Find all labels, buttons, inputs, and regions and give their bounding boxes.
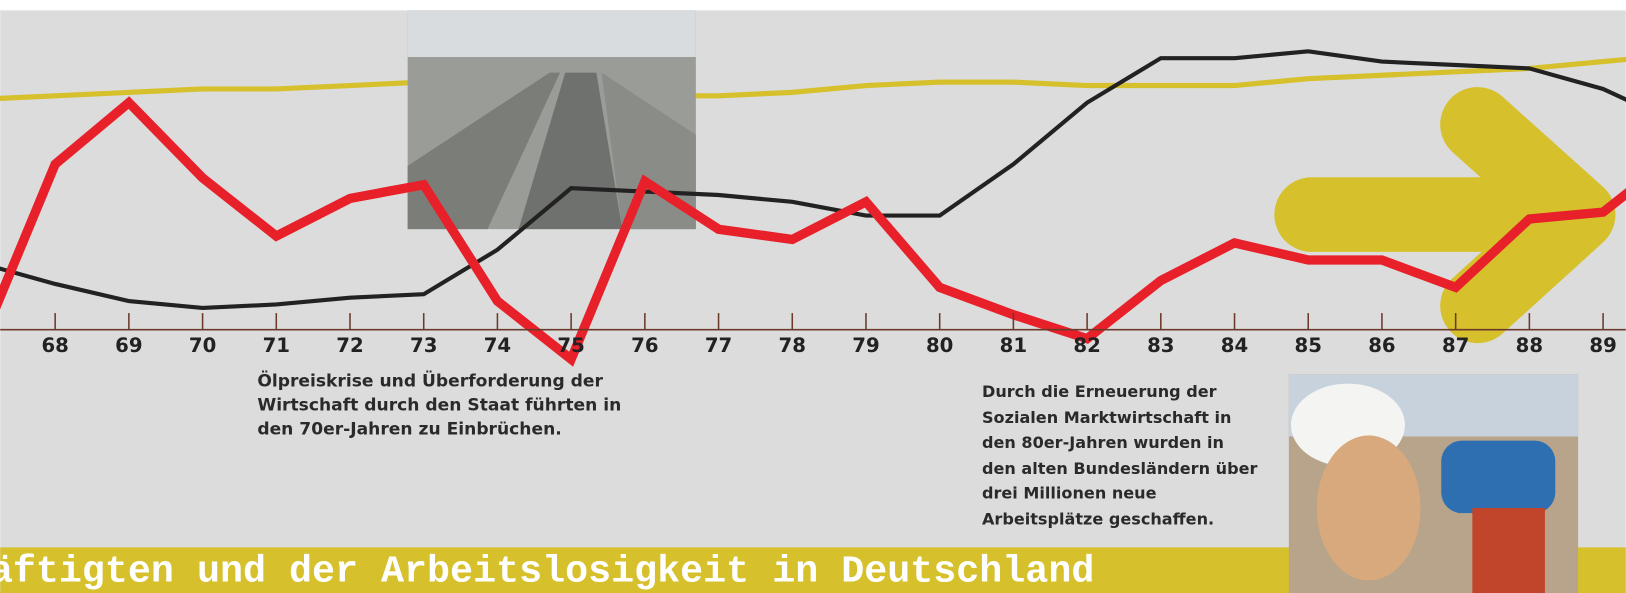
x-tick-label: 82 xyxy=(1073,334,1100,357)
x-tick-label: 73 xyxy=(410,334,437,357)
x-tick-label: 69 xyxy=(115,334,142,357)
x-tick-label: 76 xyxy=(631,334,658,357)
x-tick-label: 75 xyxy=(557,334,584,357)
x-tick-label: 70 xyxy=(189,334,216,357)
annotation: Durch die Erneuerung der Sozialen Marktw… xyxy=(982,379,1260,531)
x-tick-label: 80 xyxy=(926,334,953,357)
x-tick-label: 79 xyxy=(852,334,879,357)
annotation-box: Durch die Erneuerung der Sozialen Marktw… xyxy=(982,379,1260,535)
photo-surveyor xyxy=(1289,374,1578,593)
x-tick-label: 77 xyxy=(705,334,732,357)
x-tick-label: 86 xyxy=(1368,334,1395,357)
x-tick-label: 78 xyxy=(779,334,806,357)
x-tick-label: 84 xyxy=(1221,334,1248,357)
x-tick-label: 72 xyxy=(336,334,363,357)
x-tick-label: 87 xyxy=(1442,334,1469,357)
x-tick-label: 71 xyxy=(263,334,290,357)
x-tick-label: 85 xyxy=(1295,334,1322,357)
x-tick-label: 88 xyxy=(1516,334,1543,357)
photo-highway xyxy=(408,10,696,229)
x-tick-label: 68 xyxy=(41,334,68,357)
x-tick-label: 81 xyxy=(1000,334,1027,357)
chart-title: äftigten und der Arbeitslosigkeit in Deu… xyxy=(0,549,1094,593)
annotation: Ölpreiskrise und Überforderung der Wirts… xyxy=(257,369,651,441)
x-tick-label: 83 xyxy=(1147,334,1174,357)
x-tick-label: 89 xyxy=(1589,334,1616,357)
annotation-box: Ölpreiskrise und Überforderung der Wirts… xyxy=(257,369,651,452)
x-tick-label: 74 xyxy=(484,334,511,357)
page: {"chart_data": {"type": "line", "title":… xyxy=(0,0,1626,593)
chart: 68 69 70 71 72 73 74 75 76 77 78 79 80 81 82 83 84 85 86 87… xyxy=(0,0,1626,593)
